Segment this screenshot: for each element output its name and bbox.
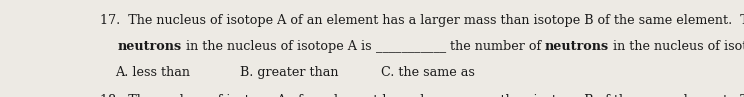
Text: 18.  The nucleus of isotope A of an element has a larger mass than isotope B of : 18. The nucleus of isotope A of an eleme… [100,94,744,97]
Text: neutrons: neutrons [118,40,182,53]
Text: in the nucleus of isotope B.: in the nucleus of isotope B. [609,40,744,53]
Text: A. less than: A. less than [115,66,190,79]
Text: B. greater than: B. greater than [240,66,339,79]
Text: neutrons: neutrons [545,40,609,53]
Text: 17.  The nucleus of isotope A of an element has a larger mass than isotope B of : 17. The nucleus of isotope A of an eleme… [100,14,744,27]
Text: C. the same as: C. the same as [382,66,475,79]
Text: the number of: the number of [446,40,545,53]
Text: in the nucleus of isotope A is: in the nucleus of isotope A is [182,40,376,53]
Text: ___________: ___________ [376,40,446,53]
